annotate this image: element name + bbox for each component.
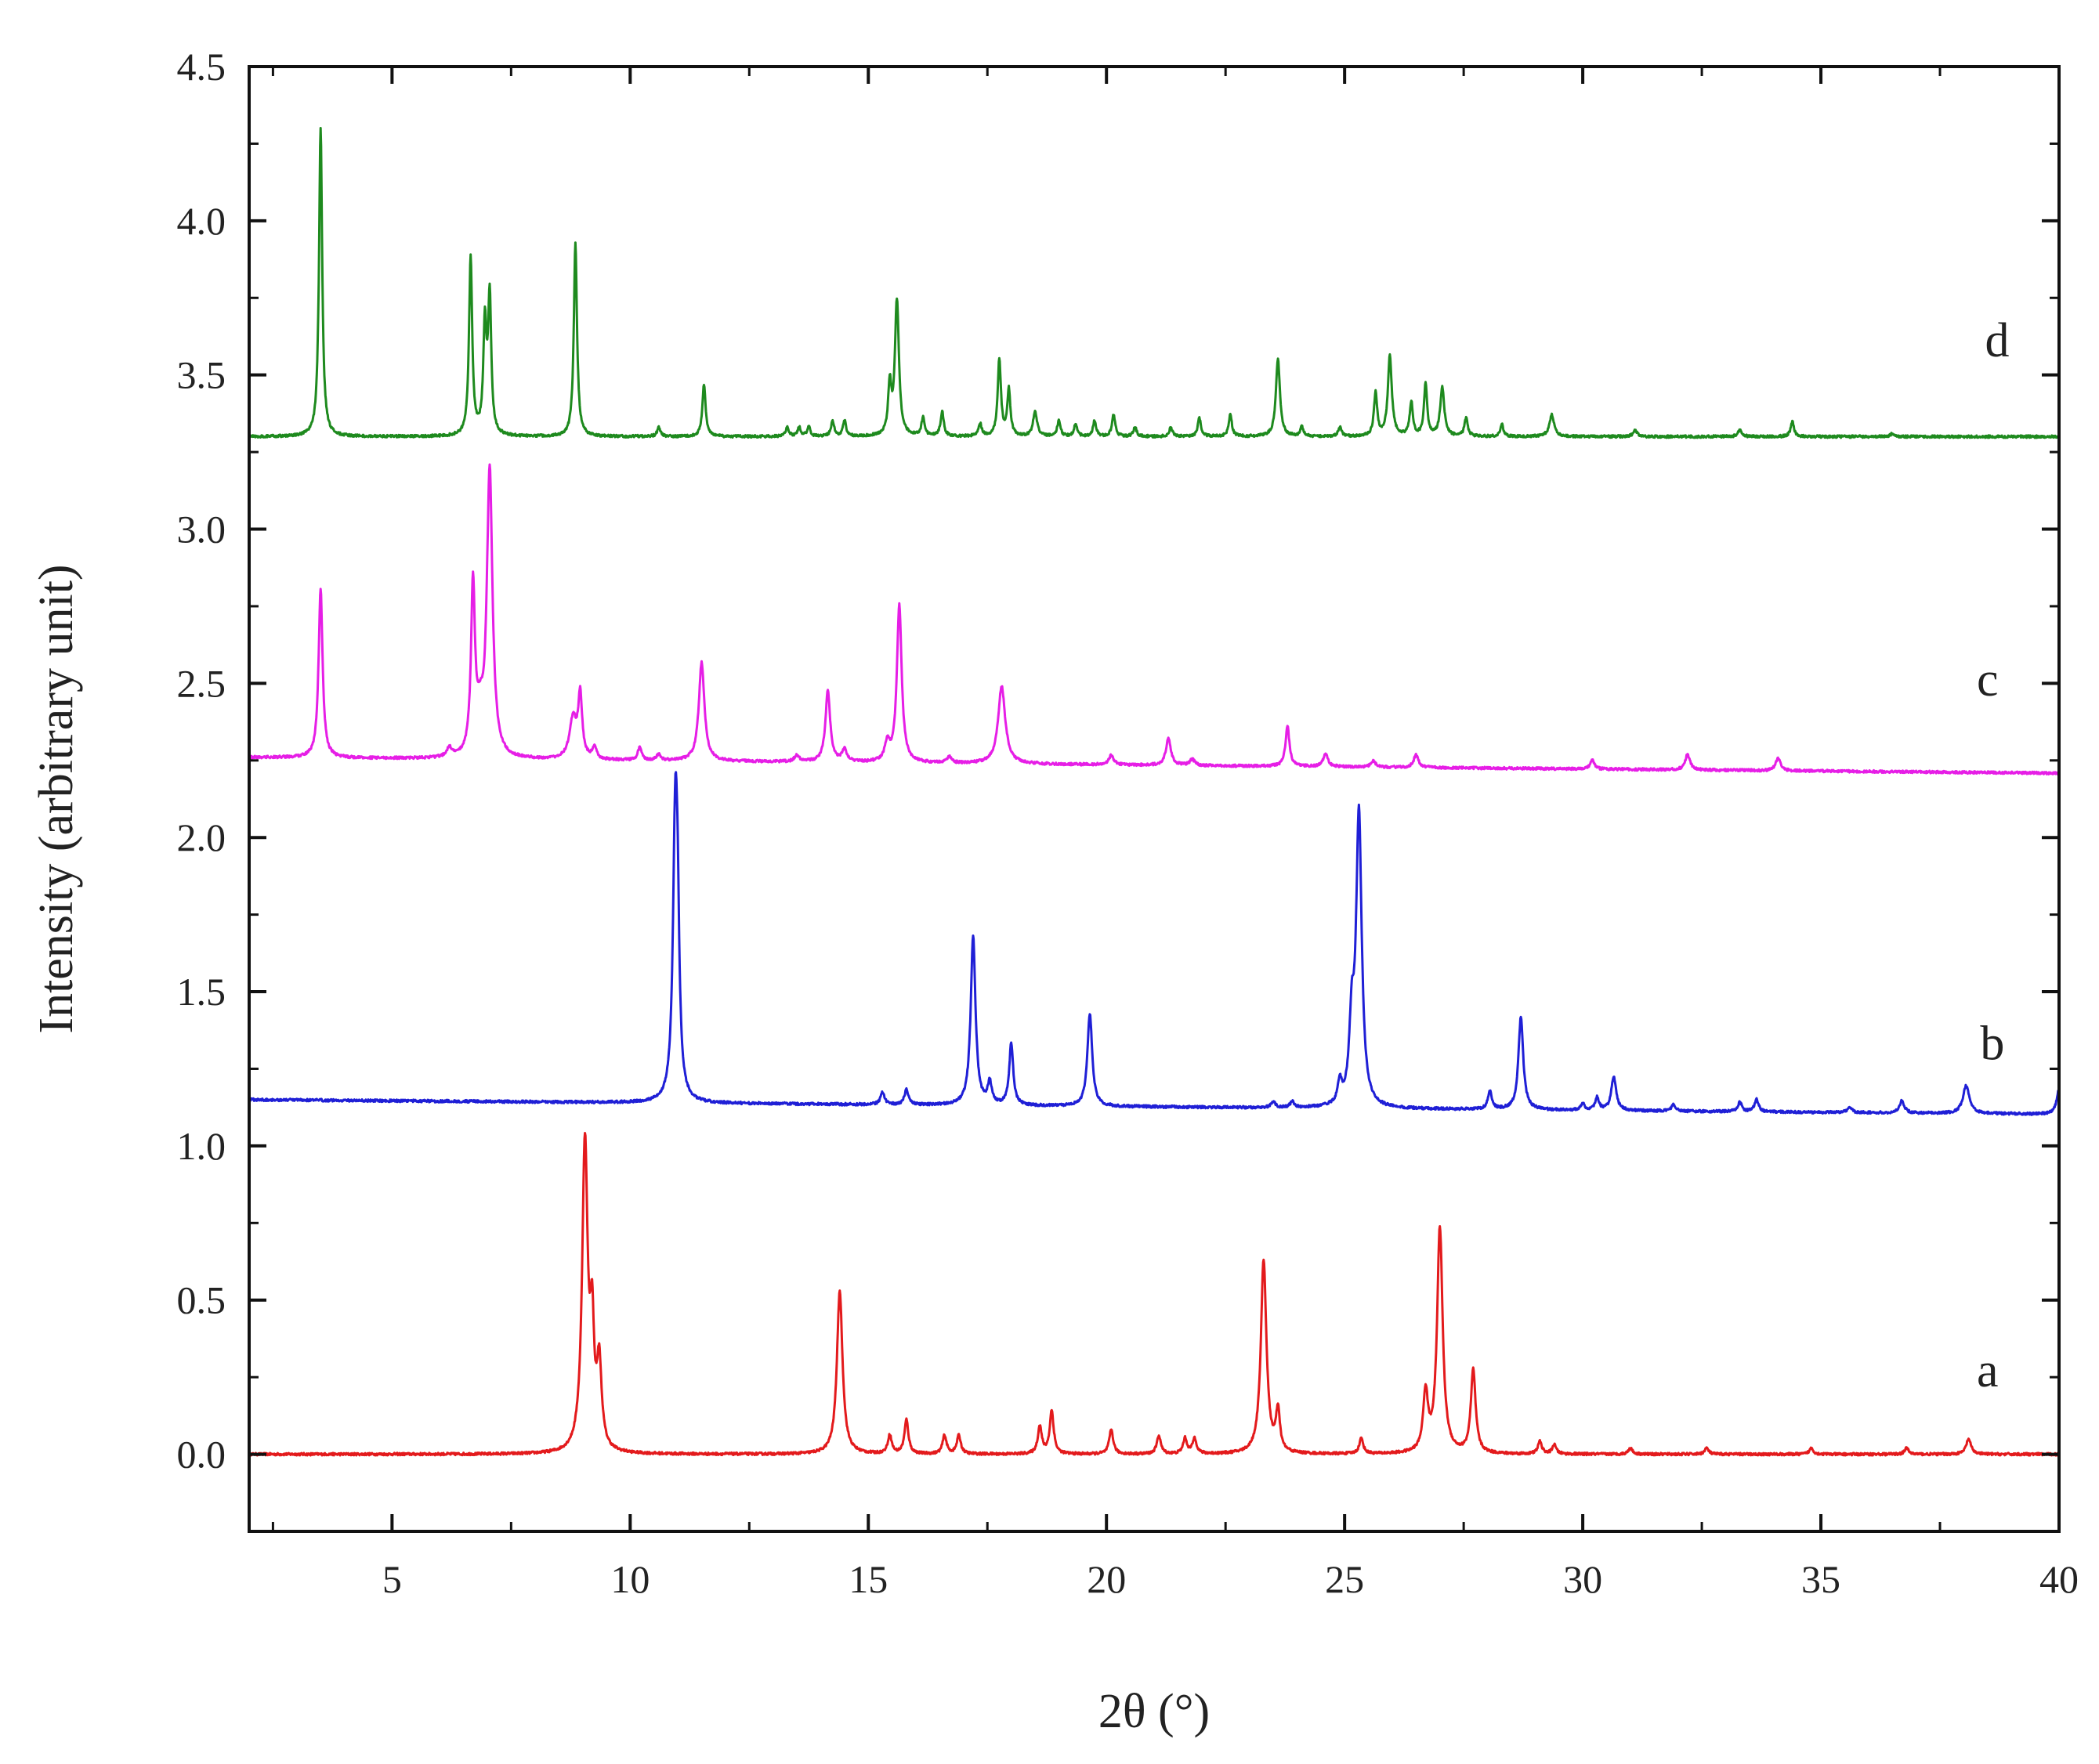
series-a-line [248,1132,2061,1457]
x-tick-label: 10 [610,1557,650,1601]
y-tick-label: 4.5 [177,45,226,89]
y-tick-label: 2.5 [177,661,226,705]
x-tick-label: 40 [2039,1557,2079,1601]
x-tick-label: 20 [1087,1557,1126,1601]
series-a-label: a [1977,1344,1999,1397]
y-tick-label: 4.0 [177,199,226,243]
y-axis-title: Intensity (arbitrary unit) [30,564,83,1033]
series-b-line [248,771,2061,1116]
x-tick-label: 30 [1563,1557,1602,1601]
x-axis-title: 2θ (°) [1098,1685,1210,1738]
x-tick-label: 15 [849,1557,888,1601]
tick-layer: 5 10 15 20 25 30 35 40 0.0 0.5 1.0 1.5 2.0 2.5 3.0 3.5 4… [177,45,2079,1601]
x-tick-label: 35 [1801,1557,1840,1601]
y-tick-label: 0.0 [177,1433,226,1477]
y-tick-label: 2.0 [177,815,226,859]
series-label-layer: a b c d [1977,314,2009,1397]
y-tick-label: 3.5 [177,353,226,397]
y-tick-label: 1.5 [177,970,226,1014]
series-c-line [248,463,2061,775]
series-c-label: c [1977,653,1999,707]
series-b-label: b [1980,1018,2004,1071]
y-tick-label: 1.0 [177,1124,226,1168]
x-tick-label: 25 [1325,1557,1364,1601]
series-layer [248,127,2061,1457]
y-tick-label: 0.5 [177,1278,226,1322]
series-d-line [248,127,2061,439]
y-tick-label: 3.0 [177,508,226,551]
x-tick-label: 5 [382,1557,402,1601]
series-d-label: d [1985,314,2009,367]
plot-frame [248,65,2061,1533]
